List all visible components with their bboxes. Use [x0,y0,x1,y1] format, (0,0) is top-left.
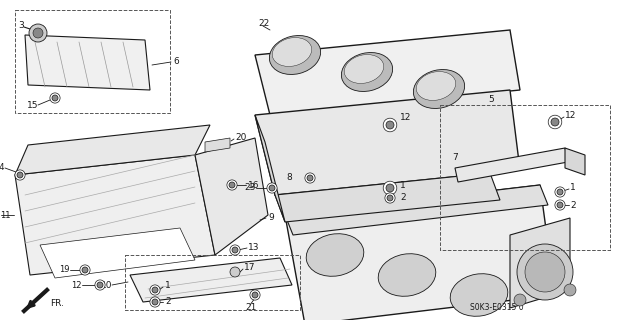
Ellipse shape [272,37,312,67]
Circle shape [229,182,235,188]
Text: 9: 9 [268,213,274,222]
Polygon shape [40,228,195,278]
Circle shape [525,252,565,292]
Polygon shape [255,115,285,222]
Polygon shape [565,148,585,175]
Text: 1: 1 [400,180,406,189]
Ellipse shape [344,55,384,84]
Text: 19: 19 [60,266,70,275]
Text: 1: 1 [165,281,171,290]
Circle shape [252,292,258,298]
Circle shape [97,282,103,288]
Circle shape [17,172,23,178]
Circle shape [555,187,565,197]
Text: 12: 12 [565,111,576,121]
Text: 1: 1 [570,183,576,193]
Circle shape [250,290,260,300]
Ellipse shape [342,52,392,92]
Text: 12: 12 [400,114,411,123]
Ellipse shape [270,36,320,75]
Circle shape [386,184,394,192]
Text: 22: 22 [258,20,270,28]
Text: 16: 16 [248,180,260,189]
Polygon shape [510,218,570,308]
Circle shape [227,180,237,190]
Text: 14: 14 [0,164,5,172]
Polygon shape [205,138,230,152]
Text: 10: 10 [101,281,112,290]
Text: 20: 20 [235,133,247,142]
Circle shape [52,95,58,101]
Text: 2: 2 [570,201,576,210]
Circle shape [267,183,277,193]
Circle shape [150,297,160,307]
Text: 15: 15 [27,100,38,109]
Circle shape [564,284,576,296]
Text: 8: 8 [286,173,292,182]
Text: 2: 2 [165,298,171,307]
Polygon shape [455,148,568,182]
Text: 17: 17 [244,263,255,273]
Ellipse shape [378,254,436,296]
Circle shape [548,115,562,129]
Circle shape [150,285,160,295]
Text: 7: 7 [452,154,458,163]
Polygon shape [195,138,268,255]
Polygon shape [285,185,548,235]
Text: 5: 5 [488,95,494,105]
Polygon shape [255,90,520,195]
Circle shape [29,24,47,42]
Text: 6: 6 [173,58,179,67]
Ellipse shape [306,234,364,276]
Circle shape [555,200,565,210]
Polygon shape [130,258,292,302]
Circle shape [557,202,563,208]
Circle shape [152,287,158,293]
Text: FR.: FR. [50,299,64,308]
Circle shape [80,265,90,275]
Circle shape [82,267,88,273]
Circle shape [383,181,397,195]
Text: S0K3-E0315 0: S0K3-E0315 0 [470,303,524,313]
Ellipse shape [414,69,465,108]
Circle shape [557,189,563,195]
Circle shape [307,175,313,181]
Circle shape [383,118,397,132]
Circle shape [385,193,395,203]
Circle shape [269,185,275,191]
Circle shape [305,173,315,183]
Text: 3: 3 [18,20,24,29]
Circle shape [50,93,60,103]
Text: 13: 13 [248,244,260,252]
Ellipse shape [450,274,508,316]
Bar [125,255,300,310]
Circle shape [387,195,393,201]
Ellipse shape [416,72,456,100]
Bar [15,10,170,113]
Circle shape [386,121,394,129]
Circle shape [517,244,573,300]
Polygon shape [15,155,215,275]
Circle shape [95,280,105,290]
Text: 2: 2 [400,194,406,203]
Circle shape [232,247,238,253]
Text: 11: 11 [0,211,11,220]
Polygon shape [285,185,555,320]
Circle shape [15,170,25,180]
Polygon shape [15,125,210,175]
Polygon shape [275,173,500,222]
Circle shape [152,299,158,305]
Text: 21: 21 [245,302,256,311]
Circle shape [551,118,559,126]
Polygon shape [25,35,150,90]
Text: 12: 12 [71,281,82,290]
Polygon shape [255,30,520,115]
Bar [440,105,610,250]
Circle shape [514,294,526,306]
Circle shape [230,267,240,277]
Text: 23: 23 [245,183,256,193]
Circle shape [230,245,240,255]
Circle shape [33,28,43,38]
